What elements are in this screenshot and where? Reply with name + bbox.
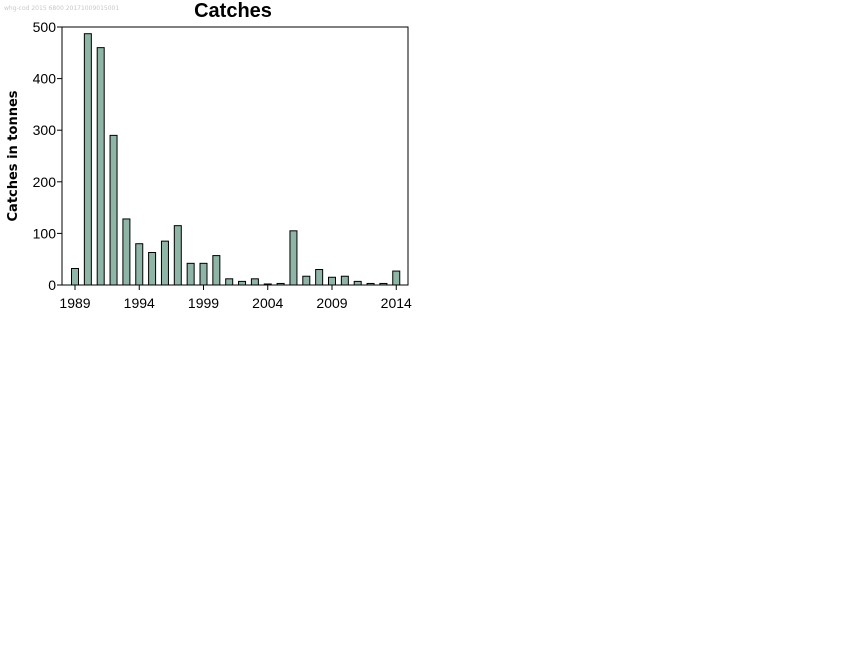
- x-tick-label-2014: 2014: [381, 295, 412, 311]
- bar-2013: [379, 282, 388, 286]
- bar-1996: [160, 240, 169, 286]
- plot-frame: [61, 26, 409, 286]
- bar-2002: [238, 280, 247, 286]
- bar-1990: [83, 33, 92, 286]
- bar-2004: [263, 283, 272, 286]
- bar-1994: [135, 243, 144, 286]
- watermark: whg-cod 2015 6800 20171009015001: [4, 5, 119, 12]
- bar-1995: [148, 251, 157, 286]
- x-tick-label-1994: 1994: [124, 295, 155, 311]
- bar-1999: [199, 262, 208, 286]
- bar-1997: [173, 225, 182, 286]
- bar-2000: [212, 255, 221, 286]
- y-tick-label-200: 200: [33, 174, 57, 190]
- bar-2001: [225, 278, 234, 286]
- bar-1992: [109, 134, 118, 286]
- chart-title: Catches: [194, 0, 272, 22]
- x-tick-label-2009: 2009: [316, 295, 347, 311]
- y-axis: 0 100 200 300 400 500: [33, 19, 62, 293]
- y-tick-label-100: 100: [33, 225, 57, 241]
- x-tick-label-2004: 2004: [252, 295, 283, 311]
- bar-2009: [328, 276, 336, 286]
- bar-2003: [250, 278, 259, 286]
- bar-2008: [315, 269, 324, 286]
- bar-1989: [71, 267, 79, 286]
- y-axis-label: Catches in tonnes: [6, 90, 21, 221]
- y-tick-label-500: 500: [33, 19, 57, 35]
- bar-1991: [96, 47, 105, 286]
- x-tick-label-1989: 1989: [59, 295, 90, 311]
- bar-2012: [366, 282, 375, 286]
- bar-1993: [122, 218, 131, 286]
- bar-2014: [392, 270, 401, 286]
- y-tick-label-400: 400: [33, 71, 57, 87]
- bar-2006: [289, 230, 298, 286]
- bar-2005: [276, 282, 285, 286]
- bar-2007: [302, 275, 311, 286]
- bar-2011: [353, 280, 362, 286]
- y-tick-label-0: 0: [48, 277, 56, 293]
- bar-2010: [340, 275, 349, 286]
- bar-1998: [186, 262, 195, 286]
- x-axis: 1989 1994 1999 2004 2009 2014: [59, 285, 412, 311]
- x-tick-label-1999: 1999: [188, 295, 219, 311]
- y-tick-label-300: 300: [33, 122, 57, 138]
- bars-group: [71, 33, 401, 286]
